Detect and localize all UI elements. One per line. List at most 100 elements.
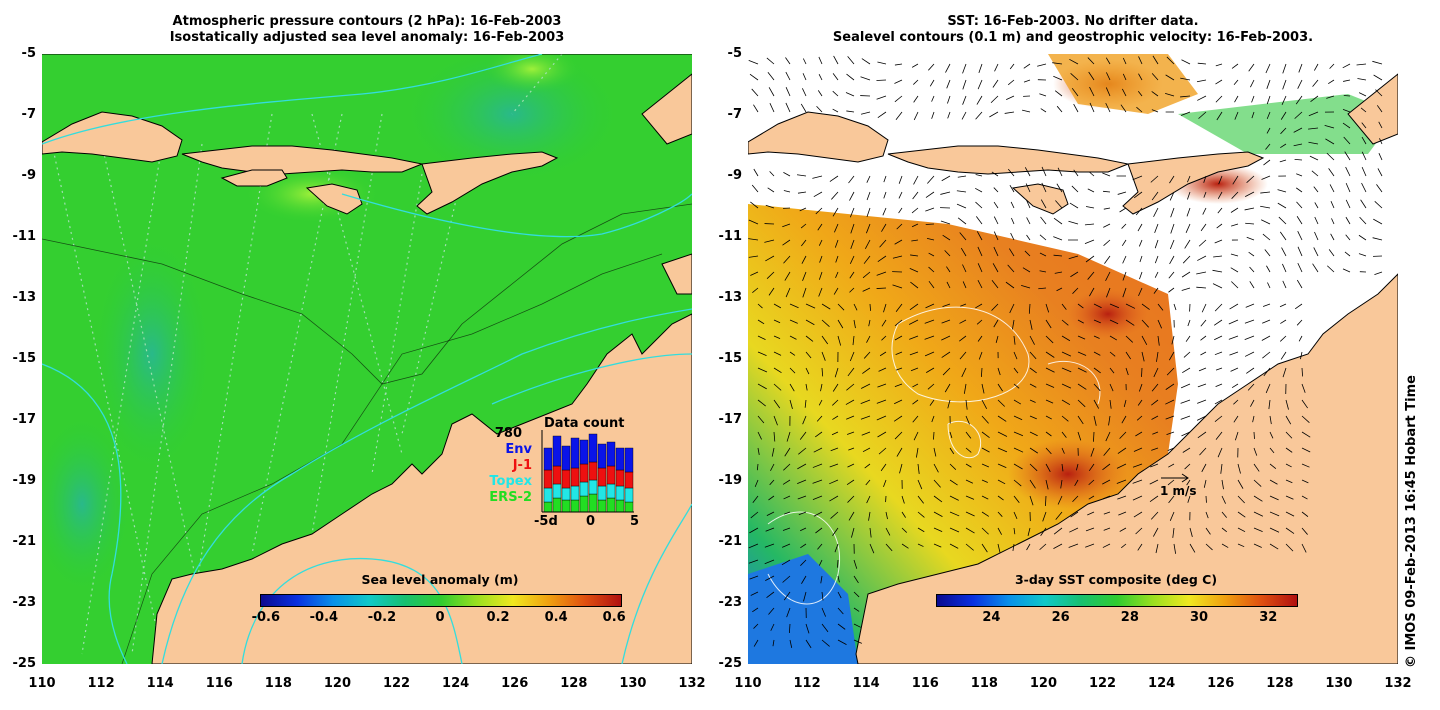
velocity-arrow [1251, 95, 1255, 103]
velocity-arrow [847, 463, 855, 468]
velocity-arrow [1040, 199, 1047, 209]
velocity-arrow [1269, 511, 1280, 517]
velocity-arrow [1215, 63, 1223, 67]
left-y-tick: -9 [21, 168, 36, 183]
velocity-arrow [1171, 335, 1175, 345]
velocity-arrow [1093, 415, 1097, 426]
velocity-arrow [768, 287, 775, 296]
velocity-arrow [1053, 236, 1063, 241]
velocity-arrow [1006, 95, 1015, 100]
right-x-tick: 132 [1384, 676, 1412, 691]
velocity-arrow [1013, 399, 1022, 405]
velocity-arrow [946, 266, 951, 273]
velocity-arrow [981, 479, 988, 483]
velocity-arrow [773, 415, 778, 426]
velocity-arrow [853, 639, 863, 644]
left-y-tick: -23 [12, 595, 37, 610]
velocity-arrow [1168, 351, 1175, 361]
velocity-arrow [978, 351, 983, 360]
velocity-arrow [1156, 351, 1159, 362]
data-count-bar [552, 435, 562, 467]
velocity-arrow [816, 415, 823, 422]
left-y-tick: -19 [12, 473, 37, 488]
velocity-arrow [1023, 63, 1031, 69]
velocity-arrow [901, 511, 906, 518]
velocity-arrow [981, 383, 985, 394]
velocity-arrow [748, 238, 759, 241]
velocity-arrow [944, 250, 951, 257]
velocity-arrow [1187, 175, 1191, 183]
velocity-arrow [1298, 63, 1303, 73]
velocity-arrow [925, 207, 935, 212]
velocity-arrow [1182, 447, 1191, 453]
velocity-arrow [1138, 239, 1143, 247]
velocity-arrow [1231, 191, 1239, 199]
velocity-arrow [1201, 463, 1207, 473]
left-x-tick: 122 [382, 676, 411, 691]
velocity-arrow [753, 104, 759, 113]
velocity-arrow [1102, 495, 1111, 500]
data-count-bar [597, 499, 607, 513]
velocity-arrow [1295, 187, 1303, 193]
velocity-arrow [1074, 479, 1079, 487]
velocity-arrow [801, 575, 807, 584]
velocity-arrow [849, 351, 855, 362]
velocity-arrow [1293, 143, 1303, 147]
velocity-arrow [992, 263, 999, 273]
velocity-arrow [1152, 431, 1159, 435]
velocity-arrow [1013, 463, 1023, 470]
velocity-arrow [949, 463, 957, 470]
velocity-arrow [1244, 207, 1255, 211]
left-y-tick: -5 [21, 46, 36, 61]
velocity-arrow [997, 399, 1005, 407]
right-y-tick: -17 [718, 412, 743, 427]
velocity-arrow [773, 383, 782, 391]
velocity-arrow [1026, 234, 1031, 241]
velocity-arrow [802, 58, 807, 65]
velocity-arrow [1201, 303, 1207, 313]
velocity-arrow [965, 463, 972, 468]
velocity-arrow [1022, 267, 1031, 273]
velocity-arrow [1261, 175, 1271, 180]
velocity-arrow [878, 367, 887, 372]
velocity-arrow [1088, 71, 1095, 81]
velocity-arrow [1301, 543, 1307, 553]
velocity-arrow [1357, 78, 1367, 81]
velocity-arrow [908, 319, 919, 325]
velocity-arrow [866, 335, 871, 343]
velocity-arrow [1343, 136, 1351, 145]
velocity-arrow [947, 399, 951, 409]
velocity-arrow [1330, 201, 1335, 209]
velocity-arrow [1053, 217, 1063, 225]
velocity-arrow [1088, 463, 1095, 472]
data-count-bar [588, 479, 598, 495]
velocity-arrow [1010, 232, 1015, 241]
velocity-arrow [911, 207, 919, 214]
velocity-arrow [1343, 79, 1351, 82]
velocity-arrow [796, 174, 807, 177]
velocity-arrow [818, 239, 823, 246]
velocity-arrow [1029, 415, 1037, 420]
data-count-xtick-0: 0 [586, 514, 596, 529]
velocity-arrow [1245, 222, 1255, 225]
velocity-arrow [1185, 223, 1191, 233]
velocity-arrow [1135, 527, 1143, 535]
velocity-arrow [1218, 175, 1223, 185]
velocity-arrow [1278, 216, 1287, 225]
velocity-arrow [912, 399, 919, 405]
velocity-arrow [1234, 111, 1239, 120]
velocity-arrow [847, 495, 855, 503]
velocity-arrow [1345, 234, 1351, 241]
velocity-arrow [1180, 415, 1191, 420]
velocity-arrow [821, 335, 829, 345]
velocity-arrow [801, 239, 807, 247]
velocity-arrow [1154, 271, 1159, 278]
velocity-arrow [860, 111, 871, 115]
right-y-tick: -25 [718, 656, 743, 671]
velocity-arrow [1309, 155, 1319, 161]
velocity-arrow [1039, 270, 1047, 273]
left-x-tick: 130 [619, 676, 647, 691]
velocity-arrow [1244, 319, 1255, 324]
velocity-arrow [895, 367, 903, 371]
right-map-panel: 1 m/s 3-day SST composite (deg C) 24 26 28… [748, 54, 1398, 664]
